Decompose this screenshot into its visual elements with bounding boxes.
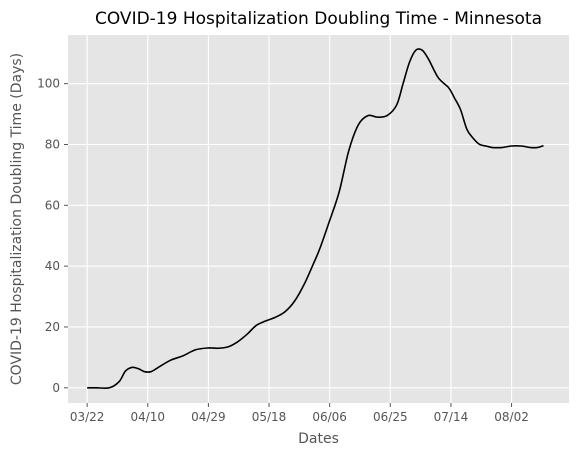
x-tick-label: 05/18 (252, 410, 287, 424)
x-tick-label: 04/29 (191, 410, 226, 424)
x-tick-label: 06/25 (373, 410, 408, 424)
x-tick-label: 07/14 (434, 410, 469, 424)
x-tick-label: 03/22 (70, 410, 105, 424)
y-tick-label: 20 (45, 320, 60, 334)
y-tick-label: 60 (45, 198, 60, 212)
series-line (87, 48, 544, 390)
y-tick-label: 40 (45, 259, 60, 273)
x-axis-label: Dates (298, 431, 339, 447)
y-tick-label: 80 (45, 137, 60, 151)
y-tick-label: 100 (37, 77, 60, 91)
plot-area (68, 35, 569, 403)
y-tick-label: 0 (52, 381, 60, 395)
x-tick-label: 08/02 (494, 410, 529, 424)
y-axis-label: COVID-19 Hospitalization Doubling Time (… (9, 53, 25, 385)
axis-ticks: 03/22 04/10 04/29 05/18 06/06 06/25 07/14 08/02… (37, 77, 529, 424)
chart-title: COVID-19 Hospitalization Doubling Time -… (95, 9, 542, 29)
x-tick-label: 06/06 (312, 410, 347, 424)
x-tick-label: 04/10 (130, 410, 165, 424)
